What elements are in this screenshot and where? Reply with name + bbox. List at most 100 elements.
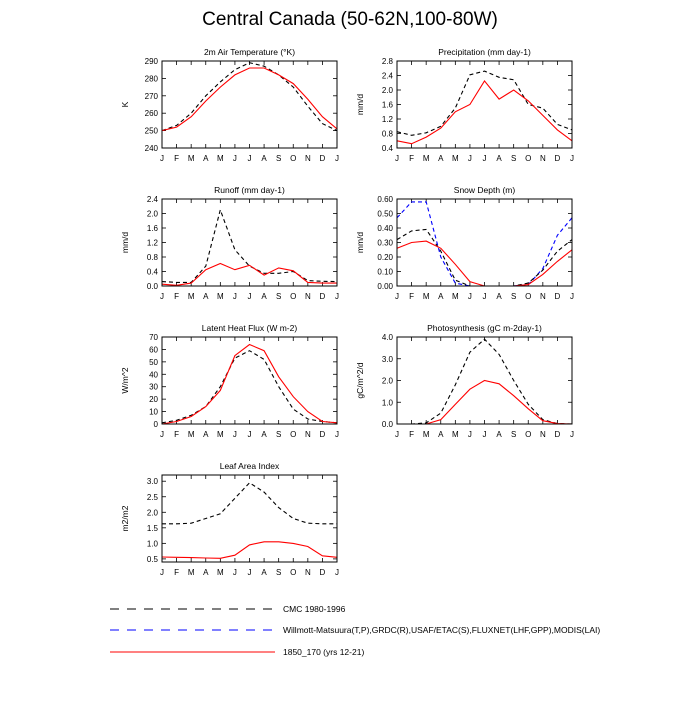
plot-frame <box>161 198 338 287</box>
x-tick-label: A <box>261 568 267 577</box>
x-tick-label: J <box>395 292 399 301</box>
legend-label-3: 1850_170 (yrs 12-21) <box>283 647 364 657</box>
x-tick-label: F <box>174 568 179 577</box>
series-line-1850-170-yrs-12-21 <box>161 343 338 425</box>
x-tick-label: J <box>160 568 164 577</box>
x-tick-label: M <box>188 154 195 163</box>
y-tick-label: 40 <box>149 370 158 379</box>
x-tick-label: S <box>511 430 516 439</box>
y-tick-label: 0.8 <box>147 253 159 262</box>
x-tick-label: S <box>276 430 281 439</box>
x-tick-label: D <box>320 568 326 577</box>
x-tick-label: M <box>423 154 430 163</box>
x-tick-label: M <box>188 568 195 577</box>
x-tick-label: J <box>468 154 472 163</box>
x-tick-label: D <box>320 292 326 301</box>
x-tick-label: A <box>438 292 444 301</box>
panel-snow-depth-m: Snow Depth (m) mm/d 0.00 0.10 0.20 0.30 0.40 0.… <box>355 185 574 301</box>
x-tick-label: J <box>468 292 472 301</box>
x-tick-label: S <box>276 292 281 301</box>
series-line-1850-170-yrs-12-21 <box>161 262 337 286</box>
y-tick-label: 2.4 <box>382 72 394 81</box>
panel-photosynthesis-gc-m-2day-1: Photosynthesis (gC m-2day-1) gC/m^2/d 0.0 1… <box>355 323 574 439</box>
legend: CMC 1980-1996 Willmott-Matsuura(T,P),GRDC… <box>110 604 600 657</box>
x-tick-label: O <box>290 154 296 163</box>
x-tick-label: M <box>452 292 459 301</box>
y-axis-label: mm/d <box>120 232 130 254</box>
x-tick-label: O <box>290 430 296 439</box>
x-tick-label: O <box>525 430 531 439</box>
y-tick-label: 250 <box>145 127 159 136</box>
plot-frame <box>161 60 338 149</box>
y-tick-label: 0.0 <box>382 420 394 429</box>
x-tick-label: J <box>233 568 237 577</box>
y-tick-label: 1.6 <box>382 101 394 110</box>
plot-frame <box>396 336 573 425</box>
x-tick-label: O <box>290 568 296 577</box>
x-tick-label: J <box>248 154 252 163</box>
y-tick-label: 0.8 <box>382 130 394 139</box>
y-tick-label: 4.0 <box>382 333 394 342</box>
panel-precipitation-mm-day-1: Precipitation (mm day-1) mm/d 0.4 0.8 1.2 1.6… <box>355 47 574 163</box>
plot-frame <box>161 474 338 563</box>
y-axis-label: m2/m2 <box>120 505 130 531</box>
y-axis-label: mm/d <box>355 232 365 254</box>
series-line-cmc-1980-1996 <box>397 338 573 425</box>
y-tick-label: 60 <box>149 345 158 354</box>
x-tick-label: S <box>511 154 516 163</box>
series-line-cmc-1980-1996 <box>161 350 338 424</box>
x-tick-label: A <box>261 292 267 301</box>
x-tick-label: J <box>335 568 339 577</box>
x-tick-label: J <box>233 430 237 439</box>
y-tick-label: 0.40 <box>377 224 393 233</box>
x-tick-label: J <box>248 568 252 577</box>
x-tick-label: J <box>233 292 237 301</box>
y-tick-label: 1.5 <box>147 524 159 533</box>
x-tick-label: J <box>160 292 164 301</box>
panel-title: Runoff (mm day-1) <box>214 185 285 195</box>
x-tick-label: A <box>203 430 209 439</box>
y-tick-label: 0 <box>154 420 159 429</box>
x-tick-label: F <box>409 292 414 301</box>
y-tick-label: 10 <box>149 408 158 417</box>
x-tick-label: J <box>335 430 339 439</box>
panel-title: Leaf Area Index <box>220 461 280 471</box>
y-axis-label: W/m^2 <box>120 367 130 393</box>
x-tick-label: J <box>483 430 487 439</box>
x-tick-label: J <box>248 430 252 439</box>
x-tick-label: J <box>160 154 164 163</box>
x-tick-label: A <box>261 430 267 439</box>
y-tick-label: 280 <box>145 74 159 83</box>
panel-latent-heat-flux-w-m-2: Latent Heat Flux (W m-2) W/m^2 0 10 20 30 40 50… <box>120 323 339 439</box>
x-tick-label: M <box>188 292 195 301</box>
series-line-1850-170-yrs-12-21 <box>396 240 573 287</box>
x-tick-label: O <box>290 292 296 301</box>
series-line-willmott-matsuura-t-p-grdc-r-usaf-etac-s-fluxnet-lhf-gpp-modis-lai <box>396 201 573 287</box>
x-tick-label: J <box>335 154 339 163</box>
x-tick-label: J <box>483 154 487 163</box>
series-line-1850-170-yrs-12-21 <box>396 79 573 145</box>
legend-label-2: Willmott-Matsuura(T,P),GRDC(R),USAF/ETAC… <box>283 625 600 635</box>
y-tick-label: 2.8 <box>382 57 394 66</box>
x-tick-label: N <box>305 430 311 439</box>
x-tick-label: J <box>335 292 339 301</box>
y-tick-label: 2.0 <box>147 210 159 219</box>
x-tick-label: A <box>438 154 444 163</box>
x-tick-label: A <box>496 292 502 301</box>
x-tick-label: M <box>217 154 224 163</box>
x-tick-label: F <box>174 430 179 439</box>
y-tick-label: 0.4 <box>382 144 394 153</box>
y-axis-label: gC/m^2/d <box>355 362 365 398</box>
x-tick-label: J <box>233 154 237 163</box>
x-tick-label: F <box>409 430 414 439</box>
x-tick-label: M <box>188 430 195 439</box>
series-line-cmc-1980-1996 <box>396 70 573 136</box>
plot-frame <box>161 336 338 425</box>
y-tick-label: 290 <box>145 57 159 66</box>
x-tick-label: N <box>305 292 311 301</box>
y-tick-label: 2.5 <box>147 493 159 502</box>
y-axis-label: K <box>120 101 130 107</box>
x-tick-label: J <box>395 430 399 439</box>
